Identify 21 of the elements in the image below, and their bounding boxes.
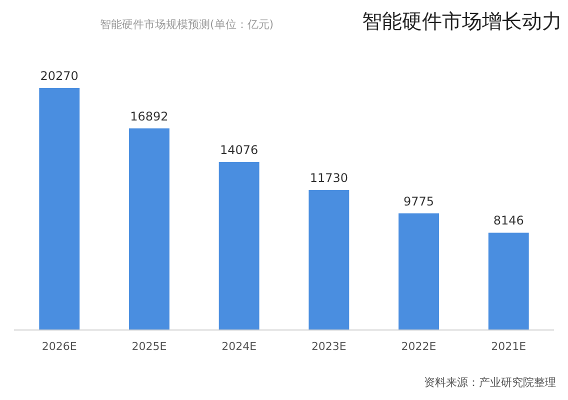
data-label: 16892 [130, 109, 168, 124]
data-label: 9775 [404, 194, 434, 208]
x-tick-label: 2022E [401, 340, 436, 353]
data-label: 11730 [310, 170, 348, 185]
x-tick-label: 2021E [491, 340, 526, 353]
x-tick-label: 2026E [42, 340, 77, 353]
data-label: 20270 [40, 69, 78, 83]
chart-title: 智能硬件市场增长动力 [362, 9, 562, 33]
bar [39, 88, 80, 330]
bar [218, 162, 260, 330]
x-tick-label: 2025E [132, 340, 167, 353]
chart-subtitle: 智能硬件市场规模预测(单位：亿元) [100, 18, 274, 31]
bar [488, 232, 529, 330]
bar [308, 190, 350, 330]
x-tick-label: 2024E [222, 340, 257, 353]
bar [129, 128, 170, 330]
bar [398, 213, 439, 330]
x-tick-label: 2023E [311, 340, 346, 353]
data-label: 8146 [493, 214, 524, 228]
text: 资料来源：产业研究院整理 [424, 376, 556, 389]
data-label: 14076 [220, 142, 258, 157]
